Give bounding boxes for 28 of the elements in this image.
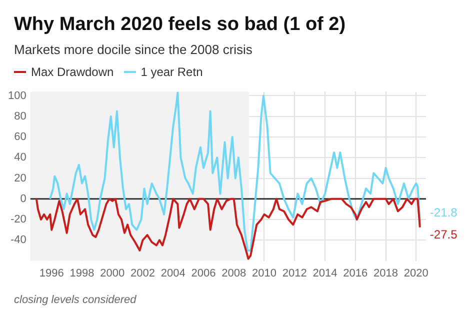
y-tick-label: 60 (14, 131, 26, 144)
y-tick-label: 80 (14, 110, 26, 122)
x-tick-label: 2012 (282, 267, 307, 280)
x-tick-label: 1996 (39, 267, 64, 280)
legend-label: 1 year Retn (140, 65, 203, 79)
y-tick-label: 100 (8, 90, 26, 102)
x-tick-label: 1998 (70, 267, 94, 280)
chart-title: Why March 2020 feels so bad (1 of 2) (14, 14, 347, 36)
annotation: -21.8 (430, 206, 458, 220)
x-tick-label: 2020 (404, 267, 428, 280)
x-tick-label: 2004 (160, 267, 186, 280)
x-tick-label: 2002 (130, 267, 155, 280)
x-tick-label: 2010 (252, 267, 276, 280)
text: closing levels considered (14, 294, 138, 306)
annotation: -27.5 (430, 228, 458, 242)
y-tick-label: 20 (14, 172, 26, 184)
legend-label: Max Drawdown (31, 65, 114, 79)
y-tick-label: 0 (20, 192, 26, 205)
chart-subtitle: Markets more docile since the 2008 crisis (14, 42, 254, 57)
y-tick-label: 40 (14, 152, 26, 164)
x-tick-label: 2016 (343, 267, 368, 280)
x-tick-label: 2014 (312, 267, 338, 280)
x-tick-label: 2018 (374, 267, 398, 280)
x-tick-label: 2000 (100, 267, 125, 280)
x-tick-label: 2006 (191, 267, 216, 280)
y-tick-label: -40 (10, 234, 26, 246)
y-tick-label: -20 (10, 214, 26, 226)
x-tick-label: 2008 (222, 267, 246, 280)
